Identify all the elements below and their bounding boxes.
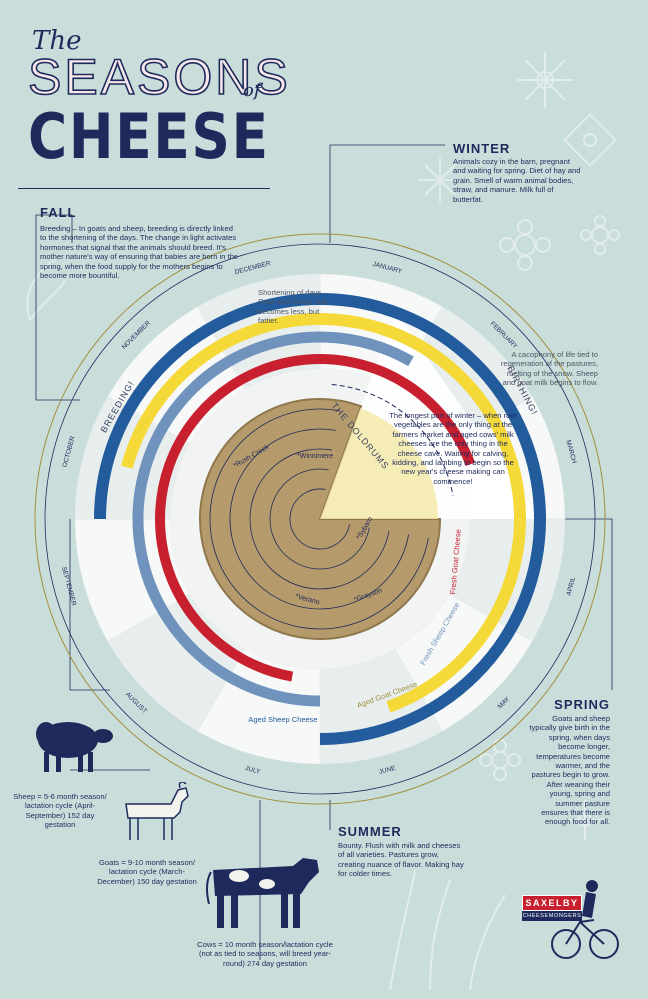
cheese-wheel (199, 398, 442, 640)
cow-icon (206, 858, 319, 928)
saxelby-logo[interactable]: SAXELBY CHEESEMONGERS (522, 895, 582, 921)
snowflake-icon (418, 158, 462, 202)
cows-text: Cows = 10 month season/lactation cycle (… (197, 940, 333, 968)
cheese-ring-line (229, 428, 410, 610)
month-label: AUGUST (124, 691, 148, 715)
doldrums-arc (331, 384, 454, 496)
connector-line (329, 144, 445, 243)
winter-heading: WINTER (453, 141, 511, 156)
snowflake-icon (517, 52, 573, 108)
cyclist-icon (551, 880, 619, 959)
summer-heading: SUMMER (338, 824, 402, 839)
cheese-ring-line (209, 408, 429, 630)
snowflake-icon (563, 113, 617, 167)
aged-sheep-cheese-ring (94, 293, 546, 745)
snowflake-icon (565, 800, 605, 840)
aged-cheese-label: *Winnimere (297, 453, 333, 460)
fresh-sheep-cheese-ring (132, 331, 414, 707)
title-rule (18, 188, 270, 189)
month-label: APRIL (566, 576, 578, 596)
fall-heading: FALL (40, 205, 77, 220)
fall-text: Breeding – In goats and sheep, breeding … (40, 224, 239, 281)
sheep-icon (36, 722, 113, 772)
title-seasons: SEASONS (27, 48, 291, 106)
cheese-ring-line (289, 488, 350, 550)
title-the: The (32, 26, 82, 56)
spring-text: Goats and sheep typically give birth in … (529, 714, 610, 827)
month-label: JANUARY (372, 261, 404, 276)
leaf-icon (26, 259, 66, 321)
flower-icon (580, 215, 620, 255)
month-label: MAY (497, 695, 512, 710)
month-label: SEPTEMBER (60, 566, 77, 607)
outer-ring-gold (34, 233, 606, 805)
month-label: MARCH (564, 439, 577, 464)
sheep-text: Sheep = 5-6 month season/ lactation cycl… (13, 792, 107, 830)
connector-line (69, 519, 150, 771)
flower-icon (479, 739, 521, 781)
title-of: of (243, 80, 261, 101)
goat-icon (125, 782, 189, 840)
goats-text: Goats = 9-10 month season/ lactation cyc… (97, 858, 197, 886)
spring-heading: SPRING (554, 697, 610, 712)
cheese-ring-line (269, 468, 370, 570)
february-note: A cacophony of life tied to regeneration… (500, 350, 598, 388)
month-label: JULY (244, 765, 261, 776)
title-cheese: CHEESE (28, 100, 270, 173)
connector-line (560, 518, 613, 690)
outer-ring-navy (44, 243, 596, 795)
winter-text: Animals cozy in the barn, pregnant and w… (453, 157, 581, 204)
grass-icon (389, 869, 506, 991)
fresh-goat-cheese-ring (155, 354, 476, 682)
month-label: OCTOBER (62, 435, 77, 468)
logo-name: SAXELBY (522, 895, 582, 911)
aged-goat-cheese-ring (121, 313, 526, 713)
summer-text: Bounty. Flush with milk and cheeses of a… (338, 841, 464, 879)
cheese-cut-face (320, 408, 438, 519)
logo-subtitle: CHEESEMONGERS (522, 911, 582, 921)
cheese-ring-line (249, 448, 390, 590)
connector-line (35, 214, 80, 401)
doldrums-note: The longest part of winter – when root v… (389, 411, 517, 486)
december-note: Shortening of days. Goat and sheep milk … (258, 288, 328, 326)
aged-sheep-cheese-label: Aged Sheep Cheese (248, 715, 317, 724)
month-label: JUNE (378, 765, 397, 776)
flower-icon (499, 219, 551, 271)
